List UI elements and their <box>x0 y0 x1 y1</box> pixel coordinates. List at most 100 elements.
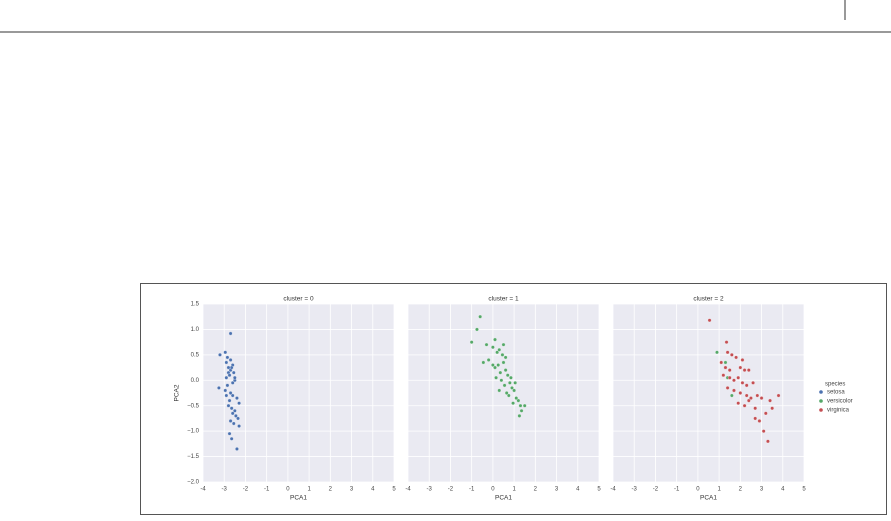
x-axis-label: PCA1 <box>700 495 717 502</box>
point <box>496 363 501 367</box>
point <box>768 398 772 403</box>
point <box>742 403 747 408</box>
x-tick-label: 5 <box>392 487 396 493</box>
facet-title: cluster = 1 <box>488 296 519 303</box>
point <box>749 396 753 400</box>
x-tick-label: 4 <box>371 487 375 493</box>
point <box>227 398 232 403</box>
legend-marker <box>819 408 823 412</box>
point <box>514 396 519 400</box>
x-tick-label: -2 <box>243 487 249 493</box>
x-tick-label: -3 <box>632 487 638 493</box>
legend-label: setosa <box>827 390 845 396</box>
point <box>229 406 234 411</box>
point <box>218 353 222 357</box>
point <box>227 431 232 436</box>
point <box>723 360 728 365</box>
point <box>495 350 499 355</box>
legend-marker <box>819 399 823 403</box>
point <box>753 406 758 411</box>
point <box>755 393 760 398</box>
point <box>510 386 514 390</box>
point <box>746 368 751 372</box>
point <box>229 365 234 370</box>
x-tick-label: -4 <box>405 487 411 493</box>
point <box>736 401 741 406</box>
x-tick-label: 0 <box>696 487 700 493</box>
point <box>738 365 743 370</box>
point <box>751 380 755 385</box>
point <box>744 383 749 388</box>
point <box>228 391 233 395</box>
legend-label: versicolor <box>827 399 853 405</box>
point <box>725 386 730 390</box>
point <box>746 398 751 403</box>
x-tick-label: 4 <box>781 487 785 493</box>
legend-marker <box>819 390 823 394</box>
x-tick-label: -4 <box>200 487 206 493</box>
point <box>224 393 229 398</box>
point <box>230 411 235 416</box>
point <box>518 403 523 408</box>
y-tick-label: −0.5 <box>187 403 200 409</box>
point <box>228 419 233 423</box>
legend-title: species <box>825 382 845 388</box>
point <box>500 353 505 357</box>
x-tick-label: 1 <box>512 487 516 493</box>
point <box>732 388 736 393</box>
point <box>734 355 738 360</box>
point <box>729 393 734 398</box>
point <box>506 393 511 398</box>
x-tick-label: -3 <box>427 487 433 493</box>
plot-area <box>408 304 599 482</box>
facet-title: cluster = 0 <box>283 296 314 303</box>
point <box>517 414 522 418</box>
point <box>511 401 515 406</box>
x-tick-label: 3 <box>555 487 559 493</box>
x-tick-label: 4 <box>576 487 580 493</box>
point <box>742 368 747 372</box>
point <box>721 373 726 378</box>
x-tick-label: 5 <box>802 487 806 493</box>
x-tick-label: -2 <box>653 487 659 493</box>
x-tick-label: -1 <box>264 487 270 493</box>
point <box>230 393 235 398</box>
point <box>508 380 512 385</box>
x-tick-label: 1 <box>307 487 311 493</box>
point <box>738 391 743 395</box>
point <box>228 331 233 336</box>
point <box>225 355 230 360</box>
point <box>475 327 479 332</box>
point <box>516 398 521 403</box>
point <box>707 318 712 323</box>
point <box>229 436 234 441</box>
point <box>766 439 770 444</box>
point <box>736 375 741 380</box>
x-tick-label: 3 <box>350 487 354 493</box>
point <box>497 388 502 393</box>
point <box>757 419 762 423</box>
point <box>519 408 524 413</box>
point <box>753 416 758 421</box>
point <box>493 365 497 370</box>
point <box>234 414 238 418</box>
point <box>235 447 239 451</box>
x-tick-label: -1 <box>469 487 475 493</box>
point <box>497 347 502 352</box>
point <box>226 403 231 408</box>
point <box>509 375 513 380</box>
y-tick-label: 0.0 <box>191 378 200 384</box>
point <box>776 393 781 398</box>
point <box>522 403 527 408</box>
x-axis-label: PCA1 <box>290 495 307 502</box>
point <box>723 365 728 370</box>
point <box>226 365 231 370</box>
x-tick-label: -4 <box>610 487 616 493</box>
point <box>503 368 508 372</box>
point <box>719 360 724 365</box>
y-tick-label: 1.0 <box>191 327 200 333</box>
point <box>494 375 498 380</box>
x-tick-label: 0 <box>491 487 495 493</box>
point <box>232 375 237 380</box>
point <box>744 393 749 398</box>
